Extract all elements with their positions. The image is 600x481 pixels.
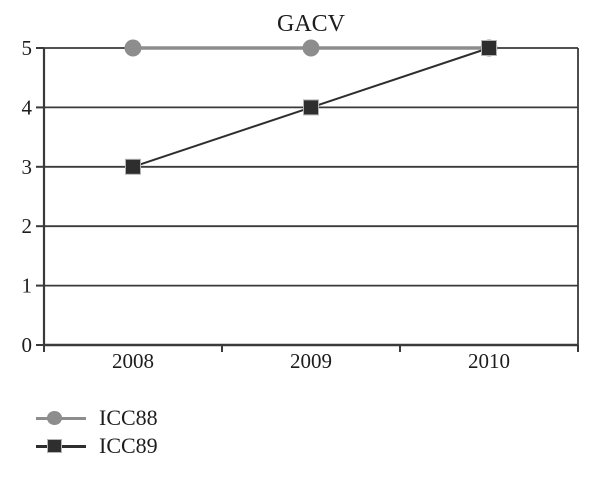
y-axis-label: 4 xyxy=(22,95,33,119)
legend-marker-circle-icon xyxy=(36,408,86,428)
chart-title: GACV xyxy=(276,11,345,37)
legend-item-icc88: ICC88 xyxy=(36,404,158,432)
circle-marker-icon xyxy=(47,411,62,425)
x-axis-label: 2009 xyxy=(290,349,332,373)
data-point-icc89 xyxy=(481,40,497,56)
legend-label: ICC89 xyxy=(99,433,158,458)
y-axis-label: 1 xyxy=(22,274,33,298)
x-axis-label: 2010 xyxy=(468,349,510,373)
data-point-icc88 xyxy=(124,39,142,57)
chart-legend: ICC88 ICC89 xyxy=(36,404,158,460)
legend-label: ICC88 xyxy=(99,405,158,430)
y-axis-label: 0 xyxy=(22,333,33,357)
legend-item-icc89: ICC89 xyxy=(36,432,158,460)
y-axis-label: 5 xyxy=(22,36,33,60)
legend-marker-square-icon xyxy=(36,436,86,456)
y-axis-label: 3 xyxy=(22,155,33,179)
x-axis-label: 2008 xyxy=(112,349,154,373)
y-axis-label: 2 xyxy=(22,214,33,238)
data-point-icc89 xyxy=(125,158,141,175)
square-marker-icon xyxy=(47,439,62,453)
data-point-icc88 xyxy=(302,39,320,57)
data-point-icc89 xyxy=(303,99,319,116)
line-chart: 0 1 2 3 4 5 2008 2009 2010 xyxy=(22,36,579,373)
